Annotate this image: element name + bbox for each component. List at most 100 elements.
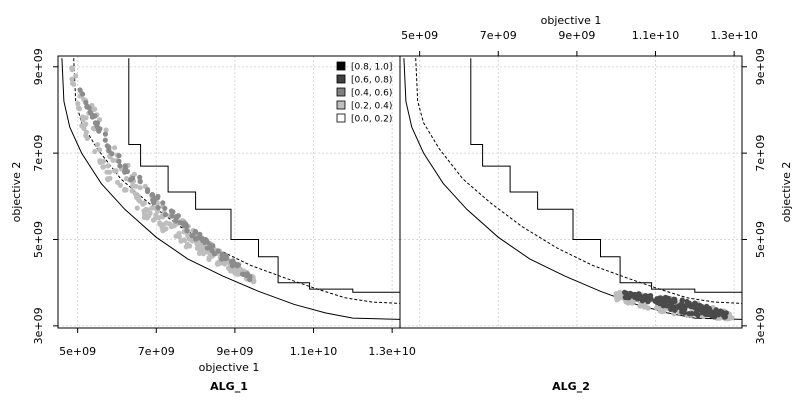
data-point — [692, 300, 698, 306]
x-tick-label: 9e+09 — [216, 345, 253, 358]
data-point — [202, 236, 209, 243]
data-point — [234, 263, 240, 269]
x-tick-label: 9e+09 — [558, 29, 595, 42]
data-point — [222, 256, 228, 262]
data-point — [77, 87, 83, 93]
data-point — [133, 194, 140, 200]
data-point — [168, 224, 174, 230]
data-point — [679, 297, 685, 303]
data-point — [635, 296, 641, 302]
data-point — [656, 295, 662, 301]
data-point — [149, 192, 155, 198]
data-point — [182, 220, 188, 227]
data-point — [101, 164, 107, 170]
data-point — [199, 246, 205, 253]
data-point — [200, 251, 206, 257]
data-point — [208, 243, 214, 249]
data-point — [692, 304, 698, 311]
data-point — [83, 100, 89, 106]
data-point — [106, 144, 112, 151]
data-point — [648, 293, 654, 299]
panel-alg-2: 5e+09 7e+09 9e+09 1.1e+10 1.3e+10 3e+09 5e+09… — [399, 14, 793, 393]
data-point — [83, 129, 89, 135]
y-tick-label: 9e+09 — [754, 48, 767, 85]
data-point — [149, 205, 155, 211]
data-point — [134, 205, 140, 211]
median-attainment-curve — [415, 58, 743, 304]
data-point — [137, 179, 143, 185]
data-point — [73, 73, 79, 79]
x-ticks-left: 5e+09 7e+09 9e+09 1.1e+10 1.3e+10 — [59, 328, 416, 358]
data-point — [80, 91, 86, 97]
data-point — [123, 187, 129, 193]
data-point — [155, 205, 161, 211]
data-point — [713, 307, 719, 313]
y-tick-label: 3e+09 — [754, 307, 767, 344]
panel-alg-1: 5e+09 7e+09 9e+09 1.1e+10 1.3e+10 3e+09 5e+09… — [10, 48, 416, 393]
x-tick-label: 1.1e+10 — [290, 345, 337, 358]
data-point — [102, 131, 108, 137]
grid-right — [400, 56, 742, 328]
data-point — [94, 120, 101, 126]
data-point — [661, 300, 668, 306]
data-point — [645, 305, 651, 311]
frame-right — [399, 55, 743, 329]
data-point — [653, 305, 660, 311]
x-tick-label: 7e+09 — [138, 345, 175, 358]
data-point — [81, 125, 87, 131]
data-point — [680, 304, 686, 311]
data-point — [69, 80, 76, 86]
data-point — [103, 127, 109, 133]
data-point — [687, 303, 694, 309]
data-point — [631, 291, 638, 298]
data-point — [97, 147, 103, 153]
data-point — [672, 307, 678, 313]
data-point — [116, 158, 122, 164]
data-point — [160, 200, 166, 206]
data-point — [162, 205, 168, 211]
data-point — [75, 101, 81, 107]
data-point — [698, 305, 704, 311]
data-point — [716, 310, 722, 316]
data-point — [686, 311, 692, 317]
data-point — [671, 296, 677, 302]
data-point — [681, 310, 688, 316]
legend-label: [0.0, 0.2) — [351, 115, 392, 125]
x-tick-label: 1.1e+10 — [632, 29, 679, 42]
data-point — [704, 312, 710, 318]
worst-attainment-curve — [128, 58, 400, 293]
data-point — [92, 106, 98, 112]
data-point — [112, 145, 118, 151]
data-point — [173, 233, 179, 239]
legend-swatch — [336, 61, 346, 71]
y-tick-label: 5e+09 — [754, 221, 767, 258]
data-point — [184, 228, 190, 234]
data-point — [116, 153, 122, 159]
data-point — [95, 142, 101, 148]
data-point — [215, 248, 221, 254]
x-tick-label: 1.3e+10 — [368, 345, 415, 358]
data-point — [669, 302, 675, 308]
data-point — [133, 183, 139, 189]
data-point — [162, 212, 169, 218]
data-point — [156, 215, 162, 221]
data-point — [711, 314, 718, 320]
data-point — [173, 214, 179, 220]
data-point — [623, 294, 629, 300]
data-point — [105, 163, 111, 169]
data-point — [69, 67, 75, 73]
data-point — [141, 211, 148, 217]
data-point — [124, 168, 130, 175]
y-ticks-right: 3e+09 5e+09 7e+09 9e+09 — [742, 48, 767, 344]
y-axis-title-left: objective 2 — [10, 162, 23, 223]
data-point — [97, 159, 103, 165]
x-tick-label: 1.3e+10 — [710, 29, 757, 42]
data-point — [247, 273, 253, 280]
points-left — [69, 65, 257, 285]
y-tick-label: 7e+09 — [754, 135, 767, 172]
x-axis-title-left: objective 1 — [199, 361, 260, 374]
data-point — [229, 263, 235, 269]
data-point — [80, 117, 86, 123]
y-tick-label: 7e+09 — [32, 135, 45, 172]
